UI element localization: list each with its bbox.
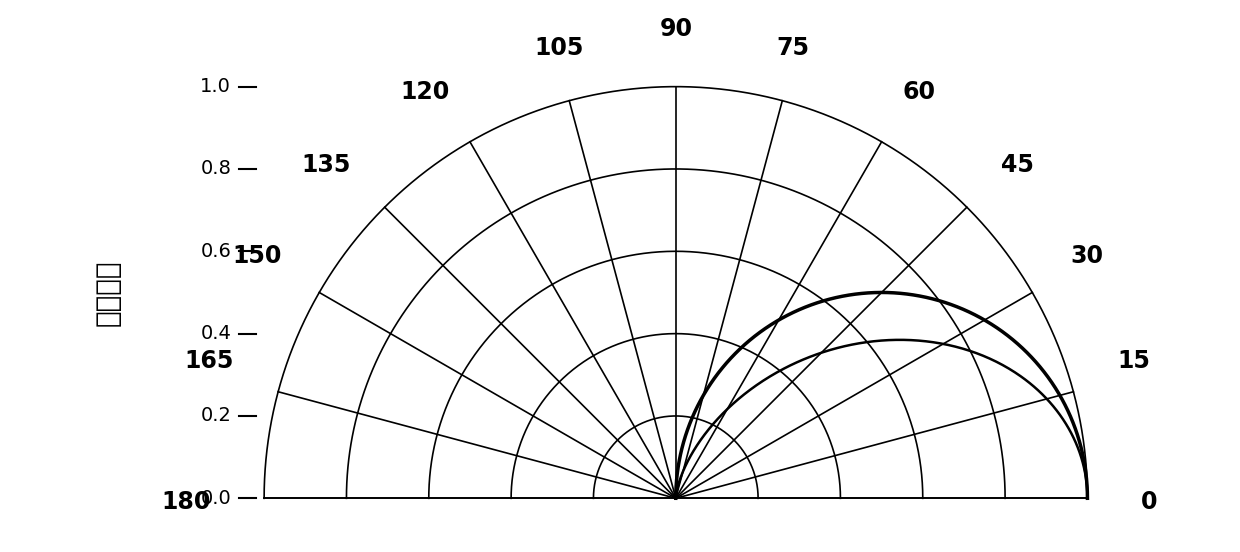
Text: 135: 135 [301,153,351,177]
Text: 75: 75 [776,36,810,60]
Text: 0.6: 0.6 [201,242,231,261]
Text: 90: 90 [660,17,692,41]
Text: 60: 60 [903,80,935,104]
Text: 45: 45 [1001,153,1034,177]
Text: 0: 0 [1141,490,1157,514]
Text: 120: 120 [401,80,449,104]
Text: 1.0: 1.0 [201,77,231,96]
Text: 辐射系数: 辐射系数 [94,259,122,326]
Text: 165: 165 [185,349,233,373]
Text: 0.2: 0.2 [201,406,231,426]
Text: 0.0: 0.0 [201,489,231,508]
Text: 30: 30 [1070,244,1104,268]
Text: 15: 15 [1117,349,1151,373]
Text: 150: 150 [232,244,281,268]
Text: 0.4: 0.4 [201,324,231,343]
Text: 105: 105 [534,36,583,60]
Text: 0.8: 0.8 [201,160,231,178]
Text: 180: 180 [161,490,211,514]
